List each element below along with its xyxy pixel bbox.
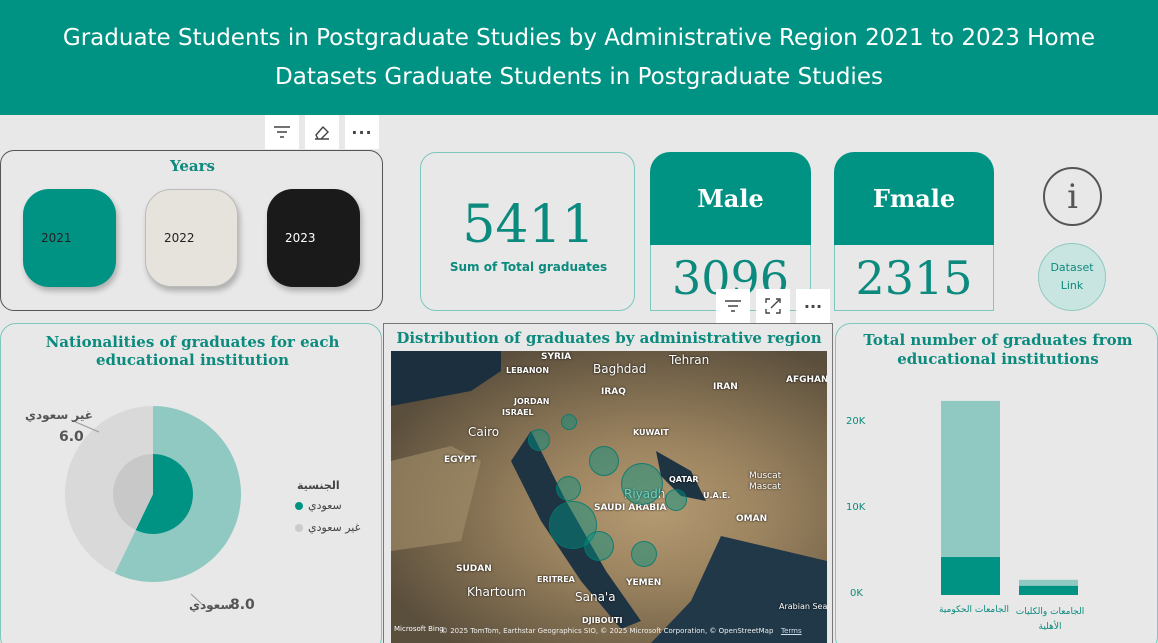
map-label-djibouti: DJIBOUTI (582, 616, 623, 625)
filter-icon[interactable] (716, 289, 750, 323)
year-2022-button[interactable]: 2022 (145, 189, 238, 287)
year-2021-button[interactable]: 2021 (23, 189, 116, 287)
total-graduates-label: Sum of Total graduates (449, 260, 608, 274)
map-label-sudan: SUDAN (456, 564, 492, 574)
map-toolbar: ··· (716, 289, 830, 323)
female-header: Fmale (834, 152, 994, 245)
institutions-bar-chart (941, 400, 1078, 595)
nationalities-title: Nationalities of graduates for each educ… (45, 333, 340, 369)
map-label-uae: U.A.E. (703, 491, 731, 500)
pie-label-saudi-name: سعودي (189, 598, 233, 612)
map-label-iran: IRAN (713, 382, 738, 392)
bar-0-segment-0[interactable] (941, 557, 1000, 595)
total-graduates-value: 5411 (462, 195, 595, 255)
map-label-syria: SYRIA (541, 352, 572, 362)
legend-dot (295, 523, 303, 532)
legend-label: غير سعودي (308, 521, 361, 534)
map-label-kuwait: KUWAIT (633, 428, 669, 437)
more-options-icon[interactable]: ··· (796, 289, 830, 323)
female-value: 2315 (834, 245, 994, 311)
map-city-khartoum: Khartoum (467, 585, 527, 599)
map-card: Distribution of graduates by administrat… (383, 323, 833, 643)
map-bubble[interactable] (665, 489, 687, 511)
map-label-yemen: YEMEN (626, 578, 662, 588)
legend-title: الجنسية (297, 479, 340, 492)
pie-label-non-saudi-name: غير سعودي (25, 408, 93, 422)
map-title: Distribution of graduates by administrat… (396, 329, 822, 347)
map-label-saudi-arabia: SAUDI ARABIA (594, 503, 667, 513)
map-attribution: © 2025 TomTom, Earthstar Geographics SIO… (441, 627, 774, 635)
dataset-link-button[interactable]: Dataset Link (1038, 243, 1106, 311)
map-label-arabian-sea: Arabian Sea (779, 602, 827, 611)
map-label-israel: ISRAEL (502, 408, 534, 417)
institutions-card: Total number of graduates from education… (835, 323, 1158, 643)
map-bubble[interactable] (561, 414, 577, 430)
map-label-lebanon: LEBANON (506, 366, 550, 375)
bar-1-segment-0[interactable] (1019, 585, 1078, 595)
pie-label-non-saudi-value: 6.0 (59, 429, 84, 445)
x-label-government: الجامعات الحكومية (938, 605, 1010, 615)
map-city-mascat: Mascat (749, 482, 781, 492)
total-graduates-card: 5411 Sum of Total graduates (420, 152, 635, 311)
male-header: Male (650, 152, 811, 245)
map-bubble[interactable] (621, 463, 663, 505)
y-tick-0k: 0K (850, 588, 863, 599)
pie-inner-slice (112, 454, 153, 531)
pie-inner-slice (135, 454, 193, 534)
eraser-icon[interactable] (305, 115, 339, 149)
map-label-oman: OMAN (736, 514, 768, 524)
y-tick-10k: 10K (846, 502, 866, 513)
visual-toolbar: ··· (265, 115, 379, 149)
years-title: Years (169, 157, 215, 175)
pie-label-saudi-value: 8.0 (230, 597, 255, 613)
map-label-afghan: AFGHAN (786, 375, 827, 385)
institutions-title: Total number of graduates from education… (863, 331, 1133, 368)
map-city-sanaa: Sana'a (575, 590, 616, 604)
focus-mode-icon[interactable] (756, 289, 790, 323)
year-2023-button[interactable]: 2023 (267, 189, 360, 287)
map-bubble[interactable] (584, 531, 614, 561)
years-slicer: Years 2021 2022 2023 (0, 150, 383, 311)
pie-leader-line (190, 593, 207, 609)
region-map[interactable]: SYRIA LEBANON JORDAN ISRAEL IRAQ KUWAIT … (391, 351, 827, 643)
map-label-iraq: IRAQ (601, 387, 626, 397)
map-city-muscat: Muscat (749, 471, 782, 481)
legend-item-saudi[interactable]: سعودي (295, 499, 342, 512)
pie-slice-non-saudi[interactable] (64, 406, 153, 574)
map-city-cairo: Cairo (468, 425, 500, 439)
map-label-jordan: JORDAN (514, 397, 550, 406)
pie-leader-line (70, 419, 100, 433)
map-bubble[interactable] (631, 541, 657, 567)
bing-logo: Microsoft Bing (394, 625, 444, 633)
map-bubble[interactable] (528, 429, 550, 451)
map-label-qatar: QATAR (669, 475, 699, 484)
map-bubble[interactable] (589, 446, 619, 476)
legend-label: سعودي (308, 499, 342, 512)
nationalities-pie-chart (64, 406, 241, 609)
y-tick-20k: 20K (846, 416, 866, 427)
page-header: Graduate Students in Postgraduate Studie… (0, 0, 1158, 115)
map-city-baghdad: Baghdad (593, 362, 647, 376)
map-label-eritrea: ERITREA (537, 575, 575, 584)
nationalities-card: Nationalities of graduates for each educ… (0, 323, 382, 643)
x-label-private: الجامعات والكليات الأهلية (1015, 607, 1085, 632)
page-title: Graduate Students in Postgraduate Studie… (62, 24, 1096, 90)
bar-0-segment-1[interactable] (941, 400, 1000, 558)
legend-dot (295, 501, 303, 510)
map-terms-link[interactable]: Terms (781, 627, 802, 635)
map-city-tehran: Tehran (669, 353, 710, 367)
map-bubble[interactable] (556, 476, 581, 501)
more-options-icon[interactable]: ··· (345, 115, 379, 149)
legend-item-non-saudi[interactable]: غير سعودي (295, 521, 360, 534)
map-label-egypt: EGYPT (444, 455, 477, 465)
info-icon[interactable]: i (1043, 167, 1102, 226)
bar-1-segment-1[interactable] (1019, 579, 1078, 586)
filter-icon[interactable] (265, 115, 299, 149)
